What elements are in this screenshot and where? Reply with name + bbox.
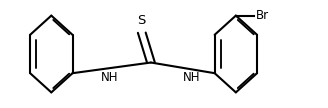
Text: S: S — [138, 14, 146, 27]
Text: NH: NH — [183, 71, 200, 84]
Text: NH: NH — [101, 71, 119, 84]
Text: Br: Br — [256, 9, 269, 22]
